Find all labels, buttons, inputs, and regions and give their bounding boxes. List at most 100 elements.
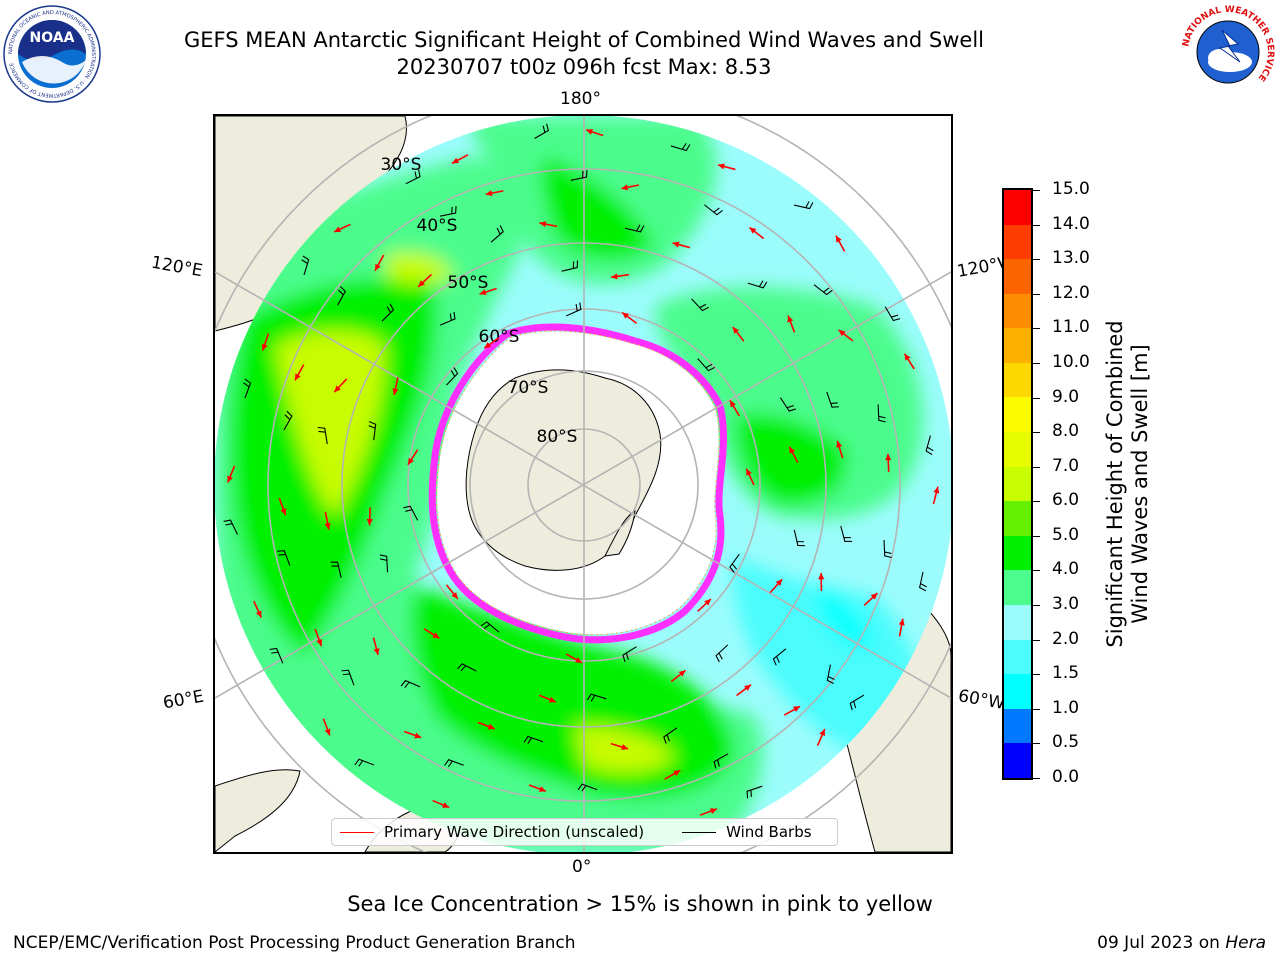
wave-arrow: [670, 669, 687, 683]
wind-barb: [277, 550, 291, 566]
colorbar-segment: [1004, 605, 1031, 640]
wave-arrow: [863, 592, 879, 606]
latitude-labels: 30°S 40°S 50°S 60°S 70°S 80°S: [381, 155, 578, 447]
wind-barb: [704, 204, 723, 216]
colorbar: [1002, 188, 1033, 780]
legend-label-wave-direction: Primary Wave Direction (unscaled): [384, 823, 645, 841]
colorbar-segment: [1004, 293, 1031, 329]
colorbar-tick-label: 0.0: [1052, 767, 1080, 787]
colorbar-tick-label: 3.0: [1052, 594, 1080, 615]
colorbar-title: Significant Height of Combined Wind Wave…: [1083, 188, 1173, 780]
colorbar-tick-mark: [1032, 259, 1040, 261]
colorbar-tick-mark: [1032, 605, 1040, 607]
colorbar-tick-label: 4.0: [1052, 559, 1080, 580]
colorbar-segment: [1004, 362, 1031, 398]
wind-barb: [337, 286, 347, 306]
noaa-logo: NOAA NATIONAL OCEANIC AND ATMOSPHERIC AD…: [3, 5, 101, 103]
lat-label-30s: 30°S: [381, 155, 422, 175]
wave-arrow: [445, 584, 459, 600]
wave-arrow: [565, 653, 583, 664]
wind-barb: [223, 519, 239, 535]
wave-arrow: [423, 628, 440, 639]
wind-barb: [561, 260, 579, 272]
wave-arrow: [585, 128, 604, 137]
lat-label-50s: 50°S: [448, 273, 489, 293]
wind-barb: [534, 123, 550, 139]
colorbar-tick-mark: [1032, 293, 1040, 295]
wave-direction-arrows: [227, 128, 940, 816]
wave-arrow: [732, 326, 745, 342]
footer-date: 09 Jul 2023 on Hera: [1097, 933, 1266, 953]
wind-barb: [446, 367, 459, 386]
wind-barb: [566, 302, 582, 317]
lat-label-70s: 70°S: [508, 378, 549, 398]
wind-barb: [405, 169, 421, 185]
wind-barb: [480, 621, 500, 633]
wave-arrow: [261, 333, 270, 351]
colorbar-tick-mark: [1032, 328, 1040, 330]
wind-barb: [925, 435, 934, 456]
wave-arrow: [621, 311, 638, 324]
colorbar-tick-label: 11.0: [1052, 317, 1090, 338]
wave-arrow: [366, 507, 373, 526]
wave-arrow: [294, 364, 305, 381]
wind-barb: [713, 753, 729, 769]
wave-arrow: [745, 468, 755, 486]
wind-barb: [715, 644, 729, 663]
lon-label-120e: 120°E: [149, 252, 205, 282]
colorbar-segment: [1004, 639, 1031, 675]
antarctica: [428, 323, 728, 644]
colorbar-tick-label: 2.0: [1052, 628, 1080, 649]
wind-barb: [381, 303, 395, 322]
wind-barb: [779, 397, 796, 412]
wave-arrow: [322, 718, 331, 736]
wave-arrow: [407, 449, 419, 466]
wind-barb: [849, 694, 865, 711]
wind-barb: [283, 410, 293, 431]
wave-arrow: [485, 190, 504, 197]
wave-arrow: [324, 511, 331, 530]
wave-arrow: [885, 453, 892, 472]
wave-arrow: [787, 315, 796, 333]
wind-barb: [622, 646, 637, 663]
wave-arrow: [836, 440, 844, 459]
colorbar-tick-mark: [1032, 466, 1040, 468]
colorbar-tick-label: 7.0: [1052, 455, 1080, 476]
wave-arrow: [932, 486, 940, 505]
wave-arrow: [749, 226, 765, 240]
wave-arrow: [372, 637, 380, 656]
graticule: [215, 116, 951, 852]
colorbar-tick-mark: [1032, 362, 1040, 364]
colorbar-tick-label: 14.0: [1052, 213, 1090, 234]
chart-subtitle: 20230707 t00z 096h fcst Max: 8.53: [396, 55, 772, 79]
lat-label-80s: 80°S: [537, 427, 578, 447]
wave-arrow: [451, 154, 469, 165]
wave-arrow: [783, 705, 801, 716]
map-panel: 30°S 40°S 50°S 60°S 70°S 80°S: [213, 114, 953, 854]
wind-barb: [368, 421, 377, 441]
colorbar-tick-label: 9.0: [1052, 386, 1080, 407]
chart-title: GEFS MEAN Antarctic Significant Height o…: [183, 28, 985, 52]
colorbar-segment: [1004, 397, 1031, 433]
wind-barb: [918, 571, 927, 592]
wave-arrow: [538, 694, 557, 703]
colorbar-title-line1: Significant Height of Combined: [1103, 320, 1127, 648]
colorbar-tick-mark: [1032, 570, 1040, 572]
wind-barb: [826, 664, 835, 684]
wave-arrow: [333, 378, 348, 393]
colorbar-segment: [1004, 189, 1031, 225]
wave-arrow: [333, 223, 351, 233]
colorbar-segment: [1004, 708, 1031, 744]
wave-height-field: [215, 116, 951, 852]
wind-barb: [670, 143, 691, 152]
colorbar-segment: [1004, 259, 1031, 294]
colorbar-tick-mark: [1032, 674, 1040, 676]
legend-item-wave-direction: Primary Wave Direction (unscaled): [332, 823, 644, 841]
wave-arrow: [835, 235, 846, 252]
legend-swatch-red-line: [340, 831, 374, 833]
lon-label-60w: 60°W: [956, 686, 1007, 714]
wind-barb: [330, 561, 342, 579]
colorbar-tick-label: 1.0: [1052, 697, 1080, 718]
sea-ice-note: Sea Ice Concentration > 15% is shown in …: [347, 892, 933, 916]
colorbar-tick-mark: [1032, 778, 1040, 779]
